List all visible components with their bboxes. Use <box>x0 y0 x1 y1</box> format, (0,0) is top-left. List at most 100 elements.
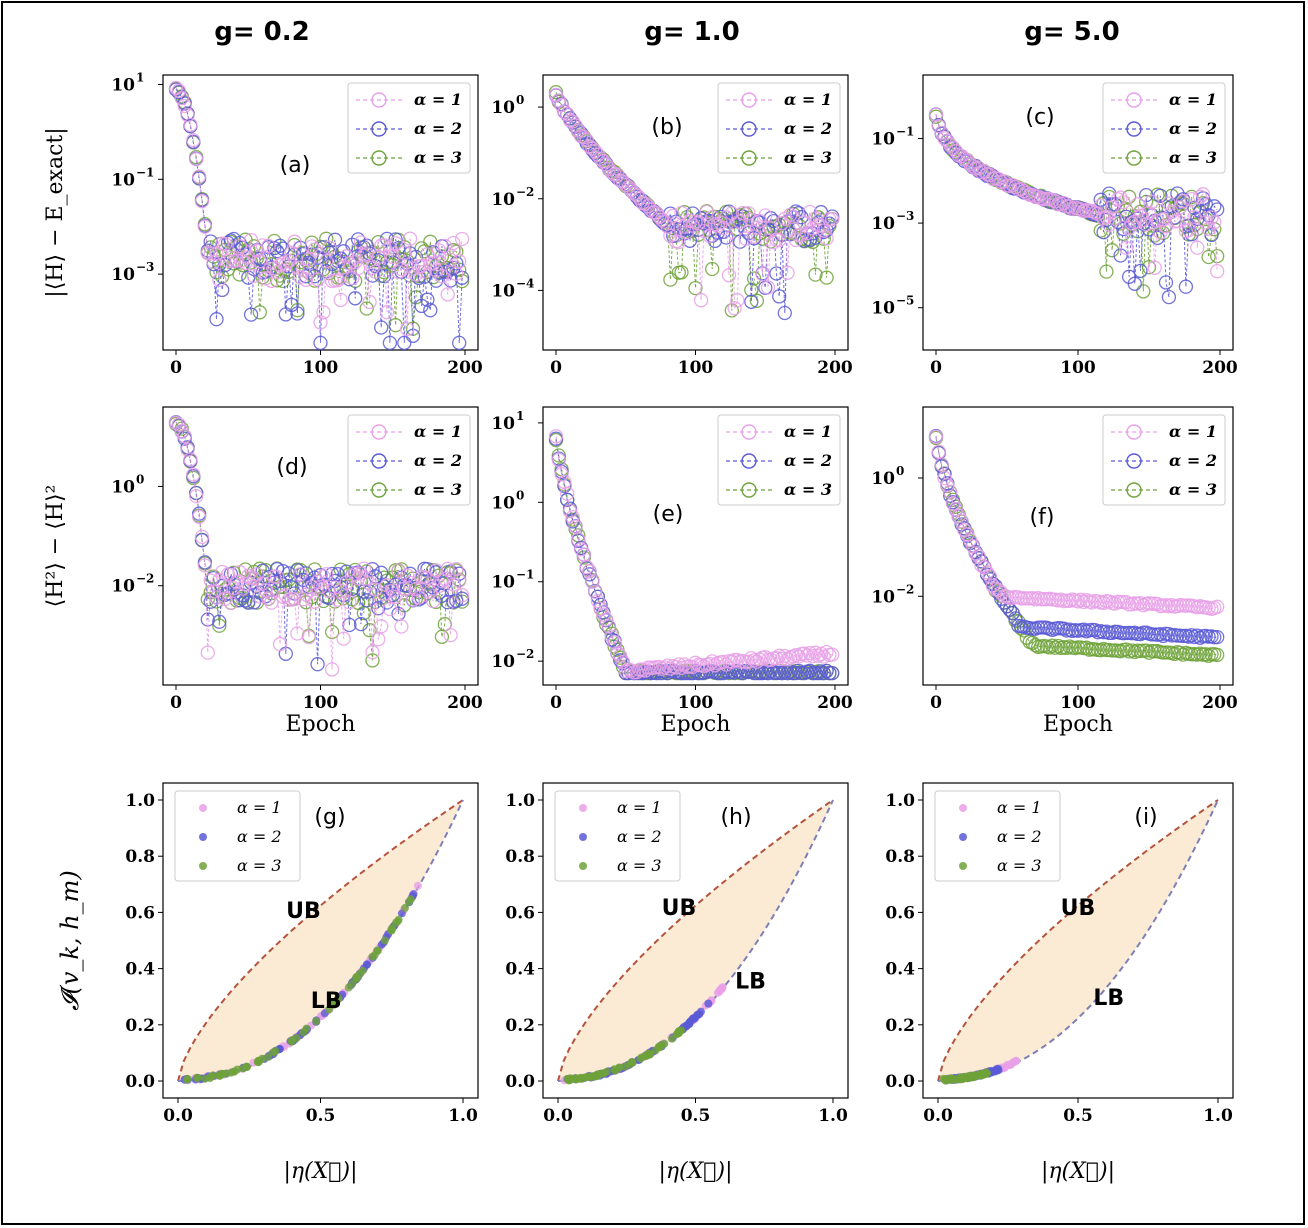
panel-e-series-1-point-71 <box>746 653 762 668</box>
panel-e-ytick-exp-0: 1 <box>516 409 524 423</box>
panel-c-series-1-point-1 <box>931 118 946 134</box>
panel-d-series-1-point-12 <box>203 573 218 588</box>
panel-f-series-1-point-4 <box>940 478 955 493</box>
panel-d-series-1-point-82 <box>405 592 421 607</box>
panel-f-series-1-point-0 <box>928 429 944 444</box>
panel-e-series-1-point-24 <box>615 654 631 670</box>
panel-e-xtick-label-0: 0 <box>550 693 562 713</box>
panel-d-series-3-point-54 <box>324 624 340 640</box>
panel-g-series-3-point-47 <box>183 1074 192 1083</box>
panel-d-series-1-point-58 <box>336 631 351 646</box>
panel-e-series-1-point-89 <box>797 646 812 661</box>
panel-f-series-3-point-42 <box>1048 640 1063 655</box>
panel-d-legend-marker-1 <box>371 424 387 440</box>
panel-d-series-1-point-3 <box>177 429 192 444</box>
panel-e-xtick-label-1: 100 <box>678 693 714 713</box>
panel-c-series-1-point-93 <box>1192 189 1208 204</box>
panel-d-ytick-label-1: 10 <box>111 577 135 597</box>
panel-c-series-1-point-7 <box>948 143 964 159</box>
panel-f-series-1-point-52 <box>1076 594 1091 610</box>
panel-d-series-1-point-6 <box>186 467 201 482</box>
panel-f-legend-label-2: α = 2 <box>1169 451 1217 470</box>
panel-e-series-2-point-4 <box>560 492 575 507</box>
panel-b-series-1-point-73 <box>752 213 767 229</box>
panel-g-legend-label-2: α = 2 <box>237 827 282 846</box>
panel-c-ytick-exp-0: −1 <box>896 124 914 138</box>
panel-d-series-2-point-94 <box>440 595 455 610</box>
panel-g-series-3-point-33 <box>393 917 402 926</box>
panel-e-legend-label-3: α = 3 <box>784 480 832 499</box>
panel-a-series-1-point-99 <box>454 231 470 247</box>
panel-d-series-1-point-71 <box>374 619 389 634</box>
panel-e-xlabel: Epoch <box>661 712 731 737</box>
panel-d-legend-label-3: α = 3 <box>414 480 462 499</box>
panel-g-series-3-point-34 <box>329 1000 338 1009</box>
panel-g: 0.0 0.5 1.0 0.0 0.2 0.4 0.6 0.8 1.0 α = 1 α = 2 α =… <box>56 782 479 1184</box>
panel-b-ytick-label-2: 10 <box>491 281 515 301</box>
panel-a-series-1-point-56 <box>330 273 345 288</box>
panel-b-ytick-exp-0: 0 <box>516 93 524 107</box>
panel-b-series-1-point-14 <box>587 144 603 159</box>
panel-i-series-3-point-56 <box>956 1075 964 1083</box>
panel-g-label: (g) <box>314 805 345 830</box>
panel-e-series-1-point-0 <box>548 429 564 444</box>
panel-b-series-1-point-52 <box>693 293 709 308</box>
panel-g-ytick-label-5: 1.0 <box>125 791 155 811</box>
panel-d-series-2-point-11 <box>200 612 215 627</box>
panel-g-ytick-label-3: 0.6 <box>125 903 155 923</box>
panel-b-ytick-exp-2: −4 <box>516 276 534 290</box>
panel-e-series-2-point-95 <box>813 664 829 679</box>
panel-f-xlabel: Epoch <box>1043 712 1113 737</box>
panel-a-series-1-point-3 <box>177 98 192 114</box>
panel-d-series-1-point-16 <box>215 564 230 580</box>
panel-b-xtick-label-1: 100 <box>678 358 714 378</box>
panel-g-series-3-point-57 <box>404 897 413 906</box>
panel-e-xtick-label-2: 200 <box>817 693 853 713</box>
panel-h-legend <box>554 790 681 882</box>
panel-f-series-3-point-41 <box>1045 638 1060 653</box>
panel-d-series-1-point-76 <box>388 589 403 604</box>
panel-a-series-2-point-87 <box>420 292 435 307</box>
panel-a-series-3-point-52 <box>319 231 334 246</box>
panel-c-series-1-point-4 <box>940 133 955 148</box>
panel-b-series-3-point-93 <box>808 267 823 282</box>
panel-a-ylabel: |⟨H⟩ − E_exact| <box>43 127 68 297</box>
panel-a-series-2-point-74 <box>382 335 398 351</box>
panel-f-series-1-point-18 <box>979 565 995 580</box>
panel-a-ytick-label-1: 10 <box>111 170 135 190</box>
panel-f-series-1-point-59 <box>1096 595 1111 611</box>
panel-d-series-2-point-64 <box>353 616 369 632</box>
panel-c-series-1-point-71 <box>1130 197 1145 212</box>
panel-a-series-1-point-93 <box>437 238 452 254</box>
panel-a-series-1-point-26 <box>243 232 259 248</box>
panel-e-series-1-point-55 <box>702 656 717 672</box>
panel-c-series-1-point-94 <box>1195 187 1211 202</box>
panel-e-series-1-point-4 <box>560 486 575 501</box>
panel-d-series-1-point-83 <box>408 582 424 597</box>
panel-a-series-2-point-62 <box>348 291 363 306</box>
panel-g-series-3-point-38 <box>287 1037 296 1046</box>
panel-d-series-2-point-25 <box>241 595 256 610</box>
panel-b-series-1-point-76 <box>760 280 776 295</box>
panel-i-bound-region <box>938 800 1218 1081</box>
panel-e-series-2-point-12 <box>582 567 597 582</box>
panel-h-series-3-point-55 <box>621 1062 630 1071</box>
panel-a-series-2-point-36 <box>272 238 288 253</box>
panel-h-series-3-point-52 <box>587 1073 596 1082</box>
panel-i-xtick-label-0: 0.0 <box>923 1106 953 1126</box>
panel-b-series-2-point-82 <box>777 305 792 321</box>
panel-d-legend-marker-3 <box>371 482 387 498</box>
panel-e-series-2-point-99 <box>825 665 840 681</box>
panel-g-legend <box>174 790 301 882</box>
panel-d-series-1-point-94 <box>440 561 455 577</box>
panel-b-series-1-point-85 <box>785 209 801 225</box>
panel-a-series-1-point-78 <box>394 261 409 277</box>
panel-c-series-1-point-66 <box>1116 194 1131 210</box>
panel-c-series-3-point-68 <box>1121 189 1137 204</box>
panel-d-series-1-point-30 <box>255 576 270 591</box>
panel-a-series-1-point-73 <box>379 305 395 320</box>
panel-g-ytick-label-4: 0.8 <box>125 847 155 867</box>
